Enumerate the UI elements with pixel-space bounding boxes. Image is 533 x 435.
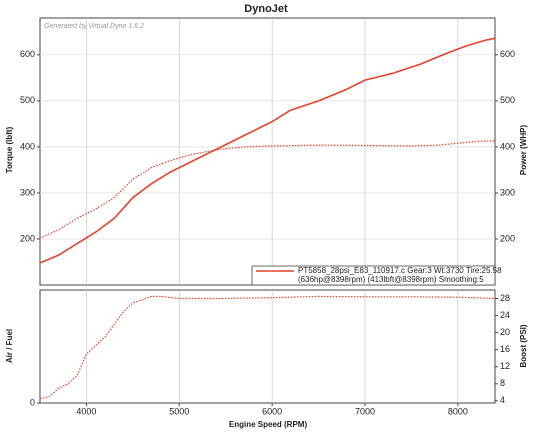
y2-tick-label: 600	[500, 49, 515, 59]
y2-tick-label: 200	[500, 233, 515, 243]
x-tick-label: 6000	[262, 406, 282, 416]
y2-tick-label: 16	[500, 344, 510, 354]
y2-tick-label: 24	[500, 310, 510, 320]
plot-area	[39, 289, 496, 404]
y2-tick-label: 500	[500, 95, 515, 105]
x-tick-label: 7000	[355, 406, 375, 416]
y2-tick-label: 4	[500, 395, 505, 405]
y-tick-label: 400	[20, 141, 35, 151]
y-tick-label: 200	[20, 233, 35, 243]
data-line	[39, 37, 495, 264]
y-tick-label: 0	[30, 397, 35, 407]
watermark: Generated by Virtual Dyno 1.6.2	[44, 23, 144, 30]
x-tick-label: 4000	[76, 406, 96, 416]
y-tick-label: 300	[20, 187, 35, 197]
chart-title: DynoJet	[244, 3, 288, 15]
x-tick-label: 5000	[169, 406, 189, 416]
y2-axis-label: Power (WHP)	[519, 125, 528, 176]
x-axis-label: Engine Speed (RPM)	[229, 420, 308, 429]
y2-tick-label: 12	[500, 361, 510, 371]
plot-area	[39, 17, 496, 286]
data-line	[39, 140, 495, 239]
y-axis-label: Air / Fuel	[5, 329, 14, 363]
y2-tick-label: 300	[500, 187, 515, 197]
x-tick-label: 8000	[448, 406, 468, 416]
y2-axis-label: Boost (PSI)	[519, 324, 528, 367]
y2-tick-label: 28	[500, 293, 510, 303]
y2-tick-label: 20	[500, 327, 510, 337]
data-line	[39, 295, 495, 400]
y-tick-label: 500	[20, 95, 35, 105]
legend-text: PT5858_28psi_E83_110917.c Gear:3 Wt:3730…	[298, 266, 502, 275]
y-axis-label: Torque (lbft)	[5, 126, 14, 173]
legend-box	[251, 265, 496, 286]
y2-tick-label: 8	[500, 378, 505, 388]
y2-tick-label: 400	[500, 141, 515, 151]
legend-text: (636hp@8398rpm) (413lbft@8398rpm) Smooth…	[298, 275, 484, 284]
y-tick-label: 600	[20, 49, 35, 59]
